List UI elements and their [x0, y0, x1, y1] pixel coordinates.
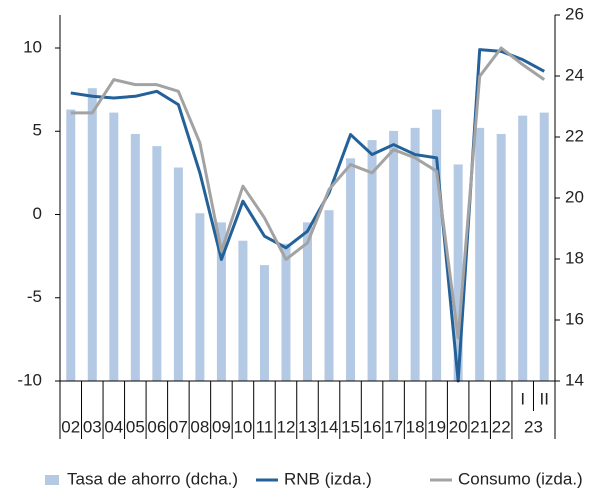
bar	[475, 127, 485, 381]
x-tick-label: 03	[83, 417, 102, 436]
x-tick-label: 12	[277, 417, 296, 436]
line-series	[70, 46, 546, 340]
x-tick-label: 06	[147, 417, 166, 436]
x-tick-label: 08	[190, 417, 209, 436]
x-tick-label: I	[520, 389, 525, 408]
bar	[367, 140, 377, 381]
bar	[259, 265, 269, 381]
x-tick-label: 15	[341, 417, 360, 436]
bar	[281, 243, 291, 381]
y2-tick-label: 16	[565, 309, 584, 328]
x-tick-label: II	[540, 389, 549, 408]
x-tick-label: 20	[449, 417, 468, 436]
bar	[496, 133, 506, 381]
x-tick-label: 16	[363, 417, 382, 436]
bar	[130, 133, 140, 381]
y-tick-label: 10	[23, 37, 42, 56]
x-tick-label: 19	[427, 417, 446, 436]
x-group-label: 23	[524, 417, 543, 436]
bar	[432, 109, 442, 382]
bar	[152, 146, 162, 381]
bar	[173, 167, 183, 381]
bar	[518, 115, 528, 382]
bar	[539, 112, 549, 381]
y-tick-label: 0	[33, 204, 42, 223]
x-tick-label: 07	[169, 417, 188, 436]
y2-tick-label: 14	[565, 370, 584, 389]
line-series	[70, 48, 545, 383]
bar	[238, 240, 248, 381]
y-tick-label: 5	[33, 121, 42, 140]
bar	[324, 210, 334, 381]
bar	[410, 127, 420, 381]
y2-tick-label: 22	[565, 126, 584, 145]
x-tick-label: 18	[406, 417, 425, 436]
bar	[216, 222, 226, 381]
x-tick-label: 17	[384, 417, 403, 436]
bar	[453, 164, 463, 381]
bar	[303, 222, 312, 381]
bar	[66, 109, 76, 382]
bar	[346, 158, 356, 381]
x-tick-label: 21	[470, 417, 489, 436]
bar	[87, 88, 97, 381]
bar	[195, 213, 205, 381]
x-tick-label: 13	[298, 417, 317, 436]
legend-label: RNB (izda.)	[284, 469, 372, 488]
legend-label: Tasa de ahorro (dcha.)	[67, 469, 238, 488]
legend-label: Consumo (izda.)	[458, 469, 583, 488]
bar	[109, 112, 119, 381]
legend-swatch	[45, 475, 59, 485]
x-tick-label: 14	[320, 417, 339, 436]
x-tick-label: 11	[256, 417, 274, 436]
x-tick-label: 05	[126, 417, 145, 436]
x-tick-label: 02	[61, 417, 80, 436]
x-tick-label: 10	[233, 417, 252, 436]
bar	[389, 130, 399, 381]
y-tick-label: -5	[27, 287, 42, 306]
y2-tick-label: 24	[565, 65, 584, 84]
y2-tick-label: 26	[565, 4, 584, 23]
y2-tick-label: 18	[565, 248, 584, 267]
x-tick-label: 09	[212, 417, 231, 436]
y-tick-label: -10	[17, 370, 42, 389]
y2-tick-label: 20	[565, 187, 584, 206]
x-tick-label: 22	[492, 417, 511, 436]
x-tick-label: 04	[104, 417, 123, 436]
